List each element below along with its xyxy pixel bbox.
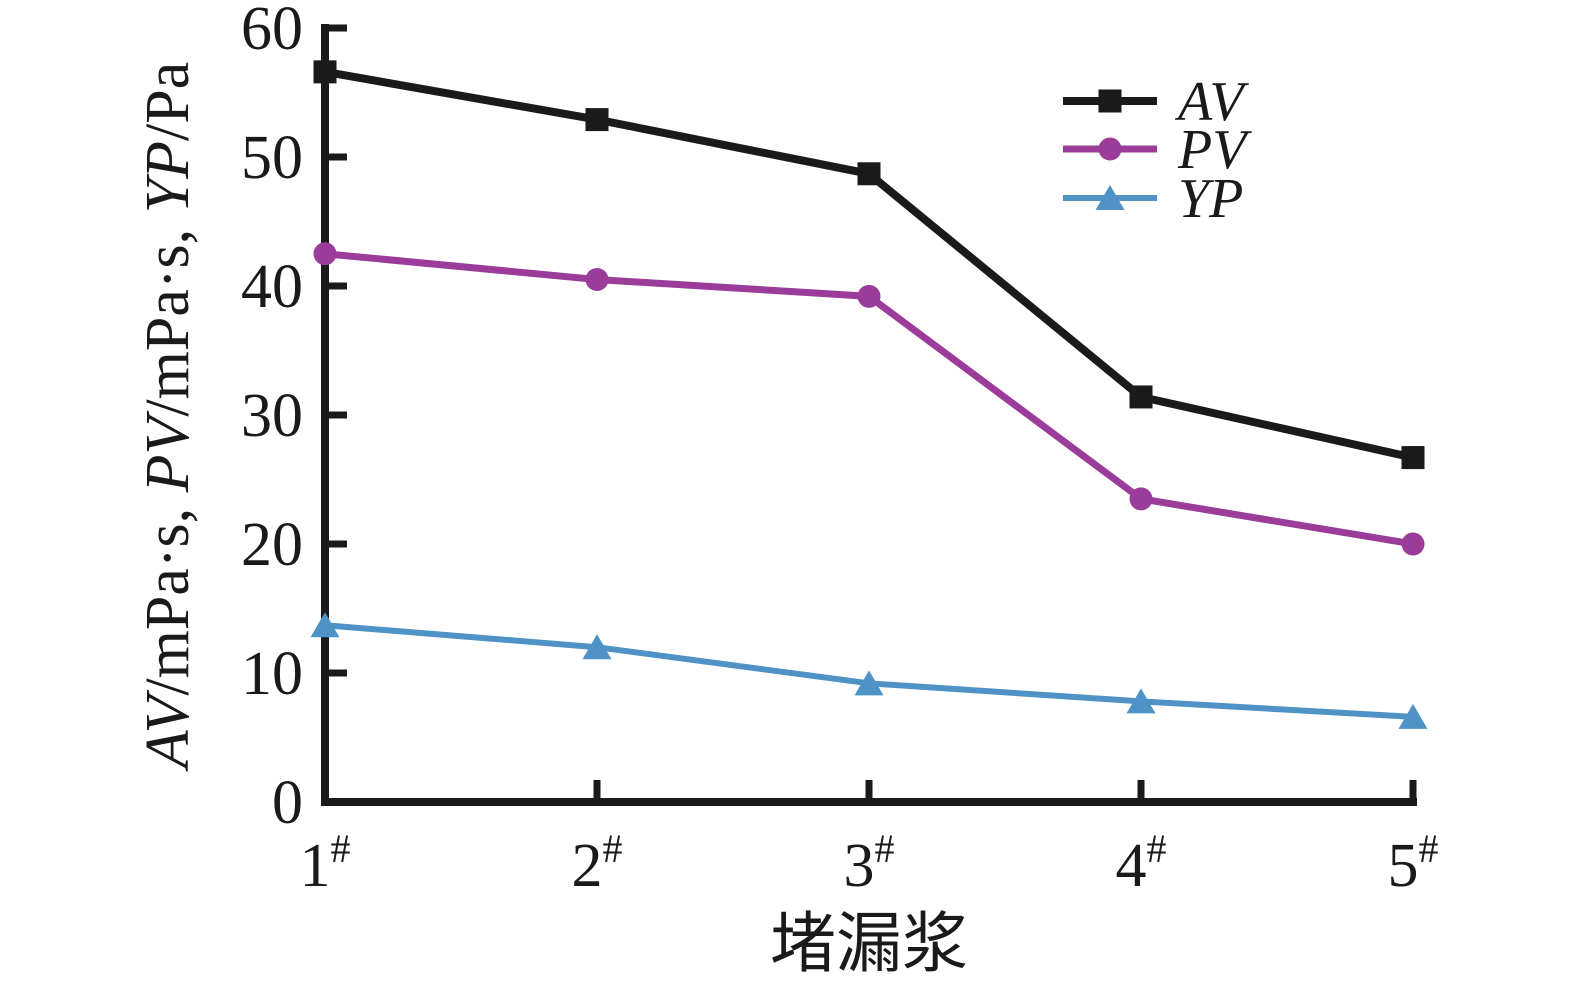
- x-tick-label: 4#: [1116, 826, 1167, 900]
- x-axis-title: 堵漏浆: [770, 908, 968, 981]
- marker-PV: [1401, 532, 1425, 556]
- marker-PV: [857, 284, 881, 308]
- series-layer: [310, 60, 1428, 729]
- legend-label-YP: YP: [1178, 168, 1243, 230]
- legend-marker-AV: [1098, 89, 1122, 113]
- x-tick-label: 2#: [572, 826, 623, 900]
- legend-item-YP: YP: [1063, 168, 1243, 230]
- y-tick-label: 60: [241, 0, 303, 63]
- y-tick-label: 0: [272, 769, 303, 837]
- marker-AV: [857, 162, 881, 186]
- y-tick-label: 30: [241, 382, 303, 450]
- labels-layer: 0 10 20 30 40 50 60 1# 2# 3# 4# 5# AV/mPa·s, PV/mPa·…: [134, 0, 1439, 900]
- series-line-AV: [324, 67, 1414, 462]
- y-tick-label: 10: [241, 640, 303, 708]
- marker-YP: [582, 634, 612, 660]
- legend-marker-PV: [1098, 137, 1122, 161]
- legend-marker-YP: [1095, 185, 1125, 210]
- marker-AV: [313, 60, 337, 84]
- y-tick-label: 50: [241, 124, 303, 192]
- y-axis-title: AV/mPa·s, PV/mPa·s, YP/Pa: [134, 62, 202, 772]
- marker-YP: [310, 612, 340, 638]
- marker-YP: [854, 670, 884, 696]
- marker-YP: [1126, 688, 1156, 714]
- x-tick-label: 5#: [1388, 826, 1439, 900]
- x-tick-label: 3#: [844, 826, 895, 900]
- x-tick-label: 1#: [300, 826, 351, 900]
- legend-item-AV: AV: [1063, 71, 1249, 133]
- y-tick-label: 40: [241, 253, 303, 321]
- axes-layer: [321, 24, 1417, 806]
- legend-label-AV: AV: [1174, 71, 1249, 133]
- y-tick-label: 20: [241, 511, 303, 579]
- legend-item-PV: PV: [1063, 119, 1252, 181]
- marker-PV: [585, 268, 609, 292]
- marker-AV: [585, 108, 609, 132]
- marker-PV: [313, 242, 337, 266]
- legend-label-PV: PV: [1177, 119, 1252, 181]
- marker-PV: [1129, 487, 1153, 511]
- marker-AV: [1129, 385, 1153, 409]
- marker-YP: [1398, 703, 1428, 729]
- marker-AV: [1401, 446, 1425, 470]
